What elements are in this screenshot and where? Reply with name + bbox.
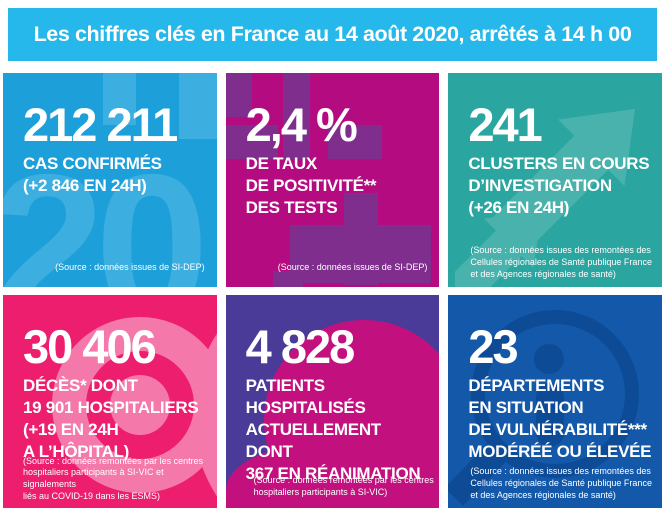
label-line: ACTUELLEMENT DONT	[245, 420, 382, 462]
stat-label: DÉPARTEMENTS EN SITUATION DE VULNÉRABILI…	[468, 375, 652, 463]
card-watermark-dome	[225, 295, 440, 508]
stat-source: (Source : données issues de SI-DEP)	[17, 262, 205, 274]
stats-grid: 20 212 211 CAS CONFIRMÉS (+2 846 EN 24H)…	[3, 73, 662, 508]
arrow-shape	[455, 210, 542, 287]
label-line: DE POSITIVITÉ**	[245, 176, 377, 196]
card-watermark-magnifier	[448, 295, 662, 508]
stat-label: CLUSTERS EN COURS D’INVESTIGATION (+26 E…	[468, 153, 652, 219]
label-line: (+2 846 EN 24H)	[23, 176, 147, 196]
label-line: (+19 EN 24H	[23, 420, 119, 440]
header-banner: Les chiffres clés en France au 14 août 2…	[8, 8, 657, 61]
stat-card-cas-confirmes: 20 212 211 CAS CONFIRMÉS (+2 846 EN 24H)…	[3, 73, 217, 287]
card-content: 2,4 % DE TAUX DE POSITIVITÉ** DES TESTS	[226, 73, 440, 219]
source-line: Cellules régionales de Santé publique Fr…	[470, 478, 652, 489]
card-watermark-rings	[3, 295, 217, 508]
stat-label: CAS CONFIRMÉS (+2 846 EN 24H)	[23, 153, 207, 197]
label-line: CLUSTERS EN COURS	[468, 154, 650, 173]
label-line: HOSPITALISÉS	[245, 398, 366, 418]
magnifier-handle	[448, 440, 510, 506]
decor-rect	[327, 125, 382, 159]
stat-value: 2,4 %	[245, 98, 358, 151]
stat-value: 241	[468, 98, 542, 151]
stat-source: (Source : données issues de SI-DEP)	[240, 262, 428, 274]
decor-base	[225, 445, 440, 508]
card-content: 241 CLUSTERS EN COURS D’INVESTIGATION (+…	[448, 73, 662, 219]
decor-rect	[282, 73, 310, 159]
stat-card-deces: 30 406 DÉCÈS* DONT 19 901 HOSPITALIERS (…	[3, 295, 217, 508]
label-line: A L’HÔPITAL)	[23, 442, 129, 462]
source-line: hospitaliers participants à SI-VIC et si…	[23, 467, 164, 490]
label-line: PATIENTS	[245, 376, 325, 395]
label-line: DE VULNÉRABILITÉ***	[468, 420, 647, 440]
stat-card-departements-vulnerabilite: 23 DÉPARTEMENTS EN SITUATION DE VULNÉRAB…	[448, 295, 662, 508]
label-line: (+26 EN 24H)	[468, 198, 570, 218]
source-line: et des Agences régionales de santé)	[470, 269, 616, 280]
card-content: 23 DÉPARTEMENTS EN SITUATION DE VULNÉRAB…	[448, 295, 662, 463]
decor-rect	[178, 73, 217, 139]
decor-disc	[110, 375, 170, 435]
decor-rect	[103, 73, 136, 125]
card-content: 4 828 PATIENTS HOSPITALISÉS ACTUELLEMENT…	[226, 295, 440, 485]
decor-rect	[225, 73, 252, 117]
stat-source: (Source : données issues des remontées d…	[470, 466, 658, 502]
label-line: 367 EN RÉANIMATION	[245, 464, 421, 484]
source-line: (Source : données remontées par les cent…	[23, 455, 204, 466]
source-line: Cellules régionales de Santé publique Fr…	[470, 257, 652, 268]
label-line: 19 901 HOSPITALIERS	[23, 398, 199, 418]
stat-card-clusters: 241 CLUSTERS EN COURS D’INVESTIGATION (+…	[448, 73, 662, 287]
source-line: (Source : données remontées par les cent…	[253, 475, 434, 486]
stat-value: 4 828	[245, 320, 356, 373]
watermark-digits: 20	[3, 132, 209, 287]
magnifier-lens	[471, 310, 640, 478]
stat-source: (Source : données issues des remontées d…	[470, 245, 658, 281]
decor-rect	[225, 125, 278, 159]
source-line: (Source : données issues des remontées d…	[470, 466, 651, 477]
stat-value: 23	[468, 320, 518, 373]
card-content: 212 211 CAS CONFIRMÉS (+2 846 EN 24H)	[3, 73, 217, 197]
stat-label: DÉCÈS* DONT 19 901 HOSPITALIERS (+19 EN …	[23, 375, 207, 463]
source-line: (Source : données issues de SI-DEP)	[55, 262, 205, 273]
page-title: Les chiffres clés en France au 14 août 2…	[33, 22, 632, 46]
label-line: D’INVESTIGATION	[468, 176, 612, 196]
label-line: CAS CONFIRMÉS	[23, 154, 162, 173]
info-stem	[536, 383, 565, 447]
stat-value: 30 406	[23, 320, 157, 373]
source-line: et des Agences régionales de santé)	[470, 490, 616, 501]
source-line: hospitaliers participants à SI-VIC)	[253, 487, 388, 498]
label-line: MODÉRÉÉ OU ÉLEVÉE	[468, 442, 652, 462]
info-dot	[534, 344, 565, 374]
card-watermark-crosses	[225, 73, 440, 287]
label-line: DE TAUX	[245, 154, 318, 173]
card-watermark-2020: 20	[3, 73, 217, 287]
label-line: DÉCÈS* DONT	[23, 376, 138, 395]
label-line: DES TESTS	[245, 198, 338, 218]
stat-label: PATIENTS HOSPITALISÉS ACTUELLEMENT DONT …	[246, 375, 430, 485]
stat-source: (Source : données remontées par les cent…	[23, 456, 213, 504]
stat-source: (Source : données remontées par les cent…	[254, 475, 436, 499]
source-line: (Source : données issues des remontées d…	[470, 245, 651, 256]
magnifier-info-icon	[448, 310, 640, 506]
card-content: 30 406 DÉCÈS* DONT 19 901 HOSPITALIERS (…	[3, 295, 217, 463]
stat-card-patients-hospitalises: 4 828 PATIENTS HOSPITALISÉS ACTUELLEMENT…	[225, 295, 440, 508]
stat-card-taux-positivite: 2,4 % DE TAUX DE POSITIVITÉ** DES TESTS …	[225, 73, 440, 287]
stat-label: DE TAUX DE POSITIVITÉ** DES TESTS	[246, 153, 430, 219]
label-line: EN SITUATION	[468, 398, 584, 418]
source-line: (Source : données issues de SI-DEP)	[277, 262, 428, 273]
stat-value: 212 211	[23, 98, 178, 151]
source-line: liés au COVID-19 dans les ESMS)	[23, 491, 161, 502]
decor-rect	[289, 225, 431, 283]
decor-rect	[272, 271, 303, 287]
label-line: DÉPARTEMENTS	[468, 376, 605, 395]
trend-up-arrows-icon	[455, 108, 636, 287]
card-watermark-arrows	[448, 73, 662, 287]
